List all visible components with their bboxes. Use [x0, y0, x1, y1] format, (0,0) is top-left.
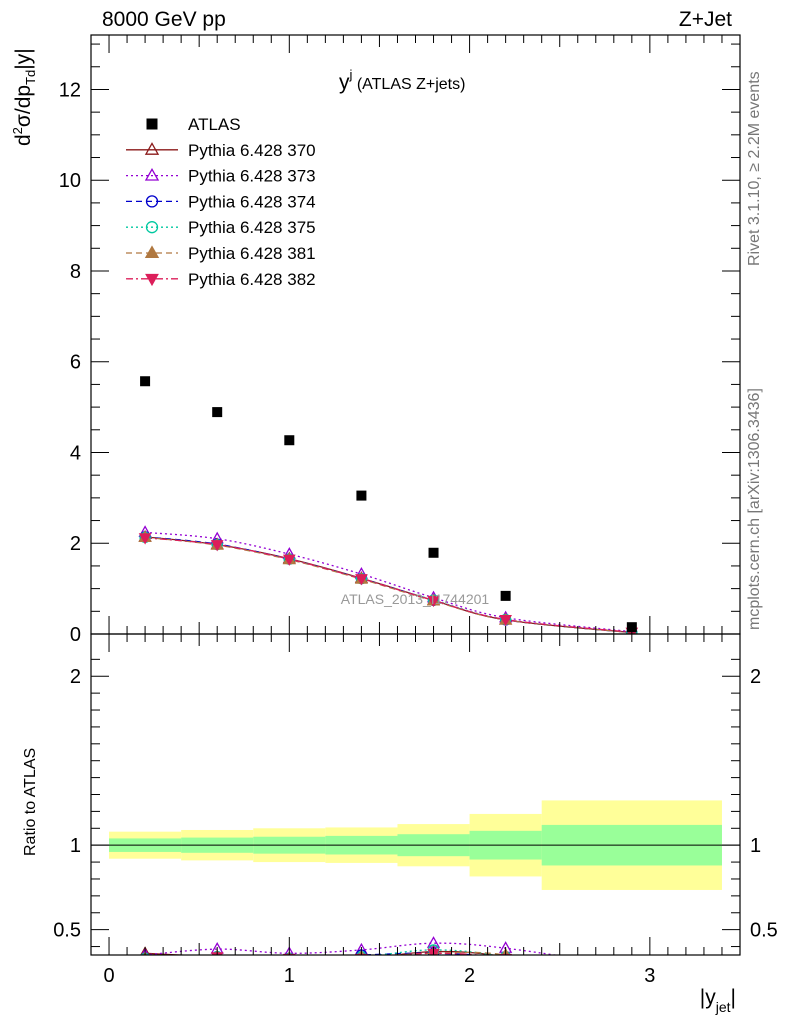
- legend-marker: [144, 167, 160, 181]
- ratio-y-tick-label: 2: [70, 666, 81, 688]
- ratio-line-381: [382, 951, 510, 955]
- ratio-y-tick-label-right: 2: [750, 666, 761, 688]
- y-tick-label: 0: [70, 624, 81, 646]
- header-left: 8000 GeV pp: [102, 8, 226, 31]
- y-tick-label: 2: [70, 533, 81, 555]
- y-tick-label: 6: [70, 352, 81, 374]
- legend-label: Pythia 6.428 381: [188, 244, 316, 263]
- x-tick-label: 1: [284, 965, 295, 987]
- header-right: Z+Jet: [678, 8, 732, 31]
- legend-label: Pythia 6.428 370: [188, 141, 316, 160]
- plot-title-superscript: j: [349, 67, 353, 82]
- legend-label: Pythia 6.428 382: [188, 270, 316, 289]
- ratio-marker-373: [284, 946, 295, 955]
- plot-title-rest: (ATLAS Z+jets): [352, 76, 465, 93]
- line-370: [145, 536, 632, 634]
- ratio-marker-382: [355, 953, 368, 955]
- legend-label: Pythia 6.428 373: [188, 167, 316, 186]
- legend-marker: [144, 142, 160, 155]
- plot-title: yj (ATLAS Z+jets): [339, 67, 465, 94]
- line-375: [145, 536, 632, 634]
- ratio-line-370: [145, 950, 499, 955]
- y-tick-label: 4: [70, 442, 81, 464]
- marker-382: [499, 614, 512, 627]
- x-tick-label: 0: [103, 965, 114, 987]
- ratio-frame: [90, 633, 741, 956]
- atlas-data-point: [356, 490, 367, 501]
- ratio-line-374: [346, 952, 483, 955]
- legend-marker: [144, 245, 160, 259]
- ratio-y-tick-label: 0.5: [53, 920, 81, 942]
- ratio-marker-382: [499, 953, 512, 955]
- legend-marker: [145, 195, 159, 208]
- x-axis-label-subscript: jet: [715, 999, 731, 1015]
- marker-382: [282, 554, 296, 566]
- atlas-data-point: [428, 547, 439, 558]
- x-axis-label-end: |: [731, 986, 736, 1009]
- legend-marker: [146, 118, 158, 130]
- atlas-data-point: [140, 376, 151, 387]
- x-axis-label: |yjet|: [700, 986, 736, 1015]
- line-382: [145, 537, 632, 633]
- ratio-y-tick-label: 1: [70, 835, 81, 857]
- y-tick-label: 10: [59, 170, 81, 192]
- y-tick-label: 12: [59, 79, 81, 101]
- marker-382: [355, 574, 368, 586]
- ratio-plot-area: [91, 800, 740, 966]
- ratio-line-382: [396, 952, 484, 955]
- legend-marker: [145, 273, 159, 287]
- atlas-data-point: [212, 407, 223, 418]
- legend-label: Pythia 6.428 375: [188, 218, 316, 237]
- ratio-marker-370: [140, 946, 151, 955]
- marker-382: [138, 533, 152, 545]
- atlas-data-point: [284, 435, 295, 446]
- x-tick-label: 3: [644, 965, 655, 987]
- main-plot-area: [138, 525, 639, 634]
- x-tick-label: 2: [464, 965, 475, 987]
- ratio-line-373: [145, 942, 559, 955]
- marker-382: [427, 595, 440, 608]
- marker-382: [210, 540, 224, 552]
- analysis-watermark: ATLAS_2013_I1744201: [341, 591, 490, 607]
- legend-marker: [145, 221, 159, 234]
- line-374: [145, 536, 632, 634]
- legend-label: Pythia 6.428 374: [188, 192, 316, 211]
- ratio-y-tick-label-right: 1: [750, 835, 761, 857]
- legend-label: ATLAS: [188, 115, 241, 134]
- line-381: [145, 536, 632, 634]
- ratio-y-tick-label-right: 0.5: [750, 920, 778, 942]
- y-tick-label: 8: [70, 261, 81, 283]
- atlas-data-point: [500, 590, 511, 601]
- ratio-marker-382: [140, 956, 151, 966]
- ratio-marker-382: [282, 953, 296, 955]
